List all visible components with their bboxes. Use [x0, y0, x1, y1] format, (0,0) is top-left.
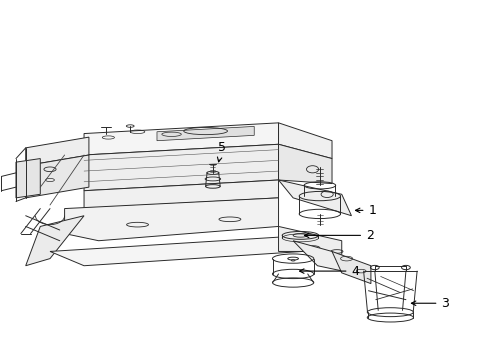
Polygon shape	[331, 251, 370, 284]
Polygon shape	[26, 216, 84, 266]
Polygon shape	[292, 241, 351, 273]
Polygon shape	[157, 126, 254, 141]
Text: 5: 5	[217, 141, 225, 162]
Polygon shape	[26, 137, 89, 166]
Polygon shape	[26, 155, 89, 198]
Polygon shape	[84, 123, 278, 155]
Text: 1: 1	[355, 204, 376, 217]
Polygon shape	[278, 226, 341, 262]
Polygon shape	[278, 144, 331, 184]
Polygon shape	[84, 180, 278, 208]
Polygon shape	[64, 198, 278, 241]
Text: 4: 4	[299, 265, 359, 278]
Polygon shape	[16, 158, 40, 198]
Polygon shape	[278, 180, 351, 216]
Text: 2: 2	[304, 229, 373, 242]
Polygon shape	[50, 237, 302, 266]
Polygon shape	[278, 123, 331, 158]
Polygon shape	[84, 144, 278, 191]
Text: 3: 3	[410, 297, 448, 310]
